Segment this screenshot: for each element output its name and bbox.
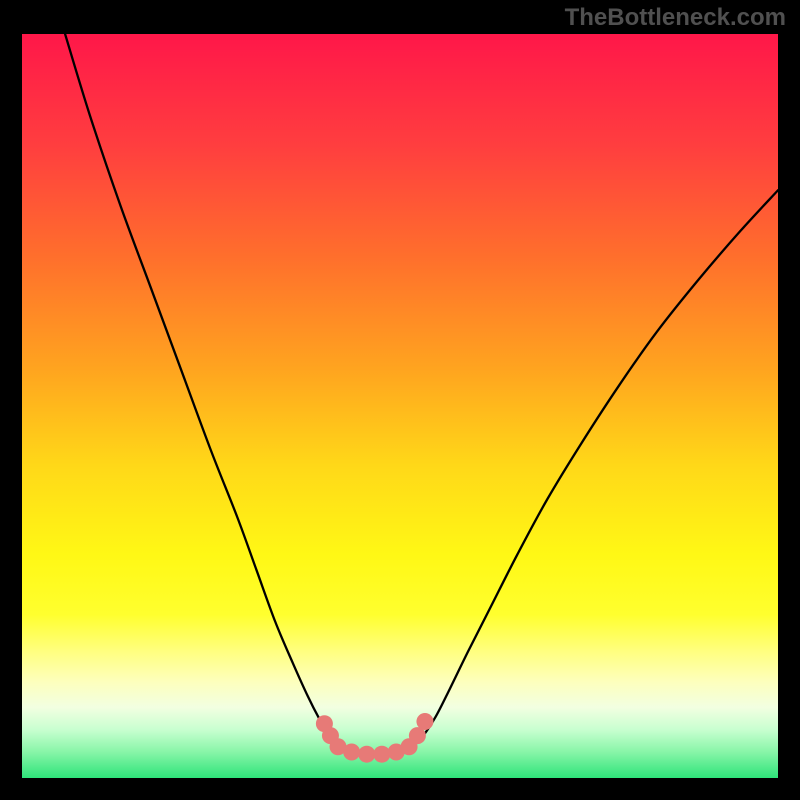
data-marker xyxy=(373,746,390,763)
source-watermark: TheBottleneck.com xyxy=(565,4,786,32)
data-marker xyxy=(358,746,375,763)
chart-overlay-svg xyxy=(22,34,778,778)
marker-group xyxy=(316,713,434,763)
data-marker xyxy=(416,713,433,730)
plot-area xyxy=(22,34,778,778)
bottleneck-curve xyxy=(65,34,778,755)
data-marker xyxy=(343,743,360,760)
